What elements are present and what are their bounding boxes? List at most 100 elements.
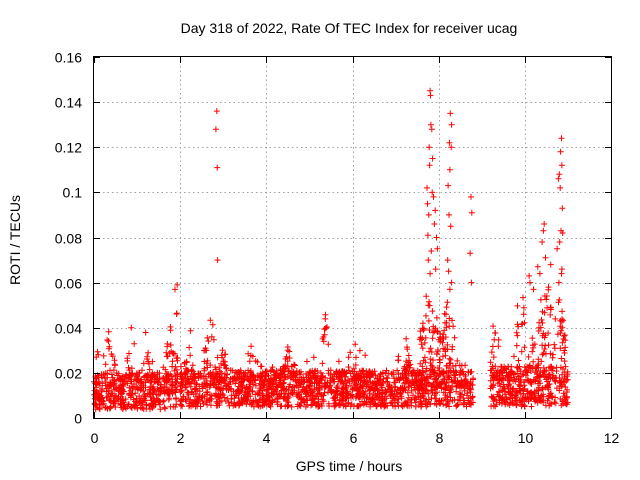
data-point [233, 388, 240, 395]
data-point [305, 383, 312, 390]
data-point [106, 343, 113, 350]
data-point [147, 394, 154, 400]
data-point [252, 382, 259, 389]
data-point [301, 378, 308, 385]
data-point [337, 390, 344, 397]
data-point [139, 367, 145, 374]
x-tick-label: 0 [91, 430, 99, 446]
data-point [319, 360, 326, 367]
data-point [445, 373, 452, 380]
data-point [375, 387, 382, 394]
data-point [373, 382, 380, 389]
data-point [559, 316, 565, 323]
data-point [519, 372, 526, 379]
data-point [419, 401, 425, 408]
data-point [528, 403, 535, 410]
data-point [458, 369, 464, 376]
data-point [265, 380, 272, 387]
data-point [448, 279, 455, 286]
data-point [109, 374, 116, 381]
data-point [510, 371, 517, 378]
data-point [236, 398, 243, 405]
data-point [436, 357, 443, 363]
data-point [172, 395, 179, 401]
data-point [359, 368, 366, 375]
y-tick-label: 0.08 [55, 231, 82, 247]
data-point [522, 368, 529, 375]
data-point [464, 392, 470, 399]
data-point [510, 385, 517, 392]
data-point [238, 369, 245, 376]
data-point [466, 400, 473, 407]
data-point [561, 358, 568, 365]
data-point [186, 400, 193, 407]
data-point [420, 357, 427, 364]
data-point [489, 384, 496, 391]
data-point [556, 296, 563, 303]
data-point [488, 349, 495, 356]
data-point [296, 376, 303, 383]
data-point [240, 373, 247, 380]
data-point [254, 401, 261, 408]
data-point [488, 393, 495, 400]
data-point [513, 342, 520, 349]
data-point [370, 387, 377, 394]
data-point [288, 363, 295, 370]
data-point [432, 207, 439, 214]
data-point [277, 366, 284, 373]
data-point [169, 358, 176, 365]
data-point [556, 239, 563, 245]
data-point [356, 394, 363, 401]
data-point [362, 352, 369, 359]
data-point [533, 387, 540, 394]
data-point [531, 341, 538, 348]
data-point [140, 395, 147, 402]
data-point [426, 162, 433, 169]
data-point [313, 379, 320, 386]
data-point [187, 352, 194, 359]
data-point [157, 388, 164, 395]
data-point [454, 357, 461, 364]
data-point [421, 390, 428, 397]
data-point [160, 387, 167, 394]
data-point [225, 381, 232, 388]
data-point [403, 335, 410, 342]
data-point [204, 357, 211, 364]
data-point [552, 400, 559, 407]
data-point [172, 404, 179, 410]
data-point [189, 362, 196, 369]
data-point [557, 184, 564, 191]
data-point [146, 391, 153, 398]
data-point [338, 390, 345, 397]
data-point [447, 110, 454, 117]
data-point [436, 397, 443, 404]
data-point [129, 383, 136, 390]
data-point [325, 385, 332, 391]
data-point [422, 334, 429, 341]
data-point [212, 390, 219, 397]
data-point [557, 345, 564, 352]
data-point [446, 139, 453, 146]
data-point [328, 386, 335, 393]
data-point [186, 380, 193, 387]
data-point [295, 384, 302, 391]
data-point [352, 341, 359, 348]
data-point [121, 401, 128, 408]
data-point [221, 351, 228, 358]
data-point [128, 403, 135, 410]
data-point [561, 375, 568, 382]
data-point [410, 380, 417, 386]
data-point [456, 362, 463, 369]
data-point [425, 317, 432, 324]
data-point [133, 370, 140, 377]
data-point [309, 397, 316, 404]
data-point [511, 397, 518, 404]
data-point [513, 402, 520, 409]
data-point [538, 358, 545, 365]
data-point [373, 375, 380, 382]
data-point [220, 376, 227, 383]
data-point [213, 381, 220, 388]
data-point [385, 383, 392, 390]
data-point [282, 355, 289, 362]
data-point [136, 400, 142, 407]
